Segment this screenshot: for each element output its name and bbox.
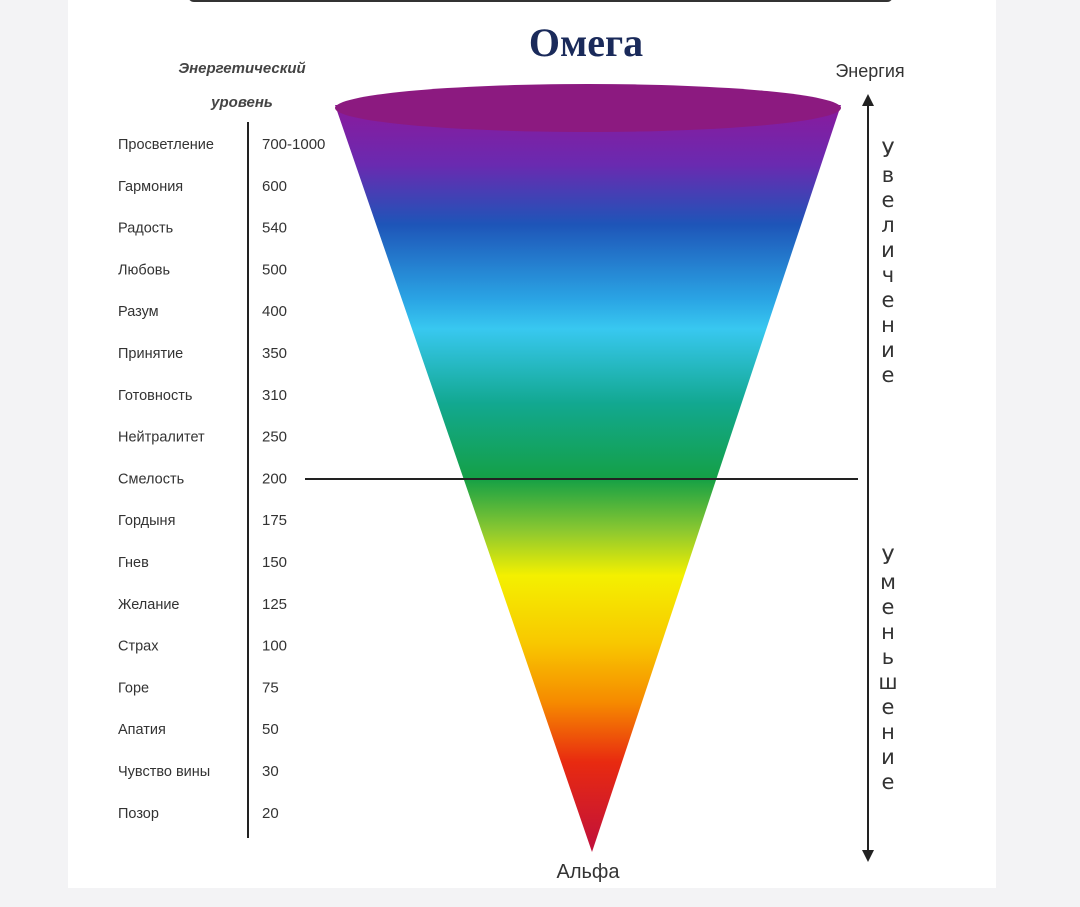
level-value: 75 <box>262 679 279 696</box>
level-name: Нейтралитет <box>118 430 205 446</box>
level-value: 540 <box>262 220 287 237</box>
level-name: Разум <box>118 304 159 320</box>
increase-label: Увеличение <box>876 138 900 388</box>
level-value: 200 <box>262 470 287 487</box>
level-name: Желание <box>118 597 180 613</box>
decrease-label: Уменьшение <box>876 545 900 795</box>
level-name: Страх <box>118 639 159 655</box>
level-list: Просветление 700-1000 Гармония 600 Радость 54… <box>118 136 325 822</box>
level-value: 700-1000 <box>262 136 325 153</box>
column-header: Энергетический <box>178 60 305 77</box>
level-name: Смелость <box>118 471 184 487</box>
level-value: 500 <box>262 261 287 278</box>
arrow-down <box>862 850 874 862</box>
level-value: 250 <box>262 429 287 446</box>
bottom-label: Альфа <box>556 861 620 883</box>
level-name: Радость <box>118 221 173 237</box>
title: Омега <box>529 20 643 65</box>
level-value: 20 <box>262 805 279 822</box>
level-name: Гармония <box>118 179 183 195</box>
level-value: 175 <box>262 512 287 529</box>
level-value: 350 <box>262 345 287 362</box>
level-value: 400 <box>262 303 287 320</box>
level-value: 310 <box>262 387 287 404</box>
level-name: Позор <box>118 806 159 822</box>
level-value: 150 <box>262 554 287 571</box>
column-header: уровень <box>210 94 273 111</box>
level-value: 600 <box>262 178 287 195</box>
level-name: Любовь <box>118 262 170 278</box>
level-name: Гордыня <box>118 513 175 529</box>
level-name: Готовность <box>118 388 192 404</box>
energy-label: Энергия <box>835 61 904 81</box>
arrow-up <box>862 94 874 106</box>
top-bar <box>189 0 892 2</box>
cone-top <box>335 84 841 132</box>
level-name: Просветление <box>118 137 214 153</box>
level-value: 125 <box>262 596 287 613</box>
level-name: Апатия <box>118 722 166 738</box>
level-name: Чувство вины <box>118 764 210 780</box>
level-name: Горе <box>118 680 149 696</box>
level-name: Принятие <box>118 346 183 362</box>
level-value: 50 <box>262 721 279 738</box>
level-value: 100 <box>262 638 287 655</box>
level-value: 30 <box>262 763 279 780</box>
level-name: Гнев <box>118 555 149 571</box>
